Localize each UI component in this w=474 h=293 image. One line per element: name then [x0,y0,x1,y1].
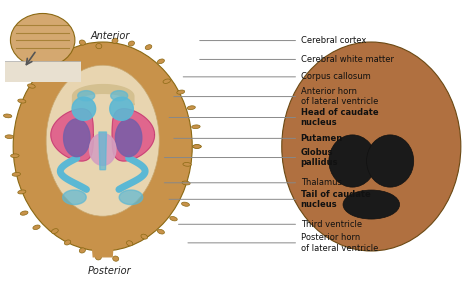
Polygon shape [78,91,95,101]
Ellipse shape [170,217,177,221]
Ellipse shape [141,234,147,239]
Ellipse shape [52,229,58,234]
Text: Putamen: Putamen [301,134,343,143]
Ellipse shape [183,163,191,166]
Ellipse shape [187,106,195,110]
Ellipse shape [113,256,118,261]
Polygon shape [51,109,93,161]
Ellipse shape [36,68,44,73]
Ellipse shape [79,40,85,45]
Ellipse shape [10,154,19,158]
Polygon shape [64,119,90,157]
Text: Posterior horn
of lateral ventricle: Posterior horn of lateral ventricle [301,233,378,253]
Ellipse shape [46,65,159,216]
Ellipse shape [33,225,40,229]
Ellipse shape [177,90,185,94]
Ellipse shape [79,248,85,253]
Ellipse shape [64,240,71,245]
Text: Thalamus: Thalamus [301,178,341,187]
Ellipse shape [18,190,26,194]
Ellipse shape [193,145,201,148]
Text: Anterior: Anterior [90,31,129,41]
Polygon shape [72,97,96,120]
Ellipse shape [182,202,190,206]
Ellipse shape [127,241,133,246]
Ellipse shape [12,172,20,176]
Text: Globus
pallidus: Globus pallidus [301,148,338,167]
Ellipse shape [5,135,14,139]
Text: Third ventricle: Third ventricle [301,220,362,229]
Ellipse shape [95,255,101,260]
Ellipse shape [157,59,164,64]
Ellipse shape [96,43,102,49]
Ellipse shape [13,42,192,251]
Text: Head of caudate
nucleus: Head of caudate nucleus [301,108,378,127]
Ellipse shape [112,38,118,43]
Polygon shape [90,133,116,165]
Polygon shape [112,109,155,161]
Polygon shape [119,190,143,205]
Ellipse shape [182,181,190,185]
Text: Cerebral cortex: Cerebral cortex [301,36,366,45]
Ellipse shape [282,42,461,251]
FancyBboxPatch shape [3,62,82,84]
Polygon shape [99,132,107,170]
Text: Posterior: Posterior [88,266,132,276]
Ellipse shape [10,13,75,67]
Polygon shape [63,190,86,205]
Text: Cerebral white matter: Cerebral white matter [301,55,393,64]
Text: Tail of caudate
nucleus: Tail of caudate nucleus [301,190,370,209]
Ellipse shape [27,84,35,88]
Ellipse shape [193,145,201,148]
Polygon shape [116,119,142,157]
Ellipse shape [366,135,414,187]
Ellipse shape [61,38,67,43]
Ellipse shape [145,45,152,50]
Ellipse shape [157,229,164,234]
Ellipse shape [163,79,171,84]
Polygon shape [110,97,133,120]
Polygon shape [111,91,128,101]
Ellipse shape [48,54,55,59]
Ellipse shape [3,114,12,118]
Ellipse shape [191,125,200,129]
Polygon shape [91,228,115,257]
Ellipse shape [343,190,400,219]
Text: Anterior horn
of lateral ventricle: Anterior horn of lateral ventricle [301,87,378,106]
Ellipse shape [18,99,26,103]
Ellipse shape [329,135,376,187]
Ellipse shape [128,41,135,46]
Text: Corpus callosum: Corpus callosum [301,72,370,81]
Ellipse shape [20,211,28,215]
